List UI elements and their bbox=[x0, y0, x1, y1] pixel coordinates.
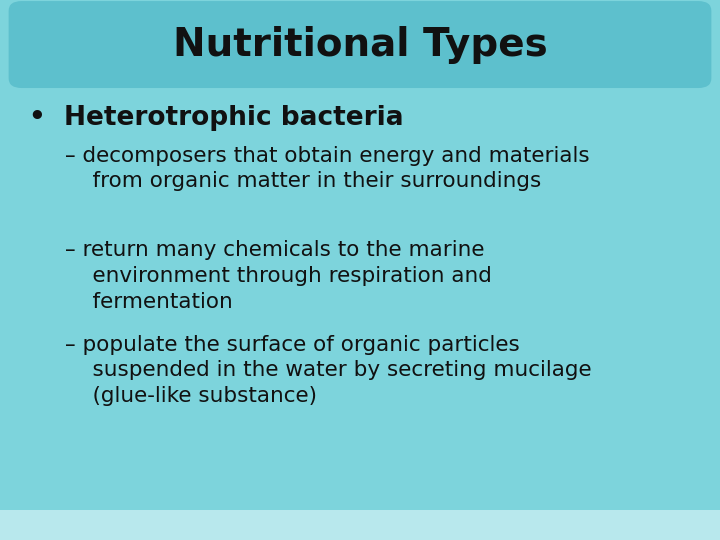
Text: – decomposers that obtain energy and materials
    from organic matter in their : – decomposers that obtain energy and mat… bbox=[65, 146, 590, 191]
Text: •  Heterotrophic bacteria: • Heterotrophic bacteria bbox=[29, 105, 403, 131]
Bar bbox=[0, 510, 720, 540]
Text: – return many chemicals to the marine
    environment through respiration and
  : – return many chemicals to the marine en… bbox=[65, 240, 492, 312]
Text: – populate the surface of organic particles
    suspended in the water by secret: – populate the surface of organic partic… bbox=[65, 335, 591, 406]
FancyBboxPatch shape bbox=[9, 1, 711, 88]
Text: Nutritional Types: Nutritional Types bbox=[173, 25, 547, 64]
